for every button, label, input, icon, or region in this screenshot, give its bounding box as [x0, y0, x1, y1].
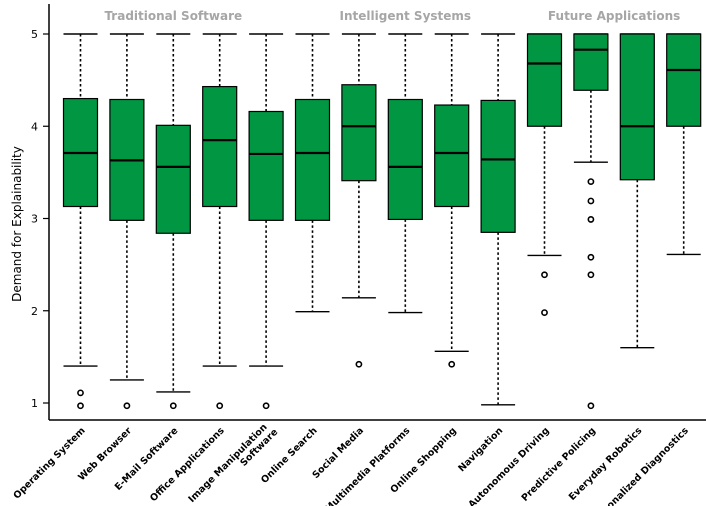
outlier-point — [587, 178, 595, 185]
iqr-box — [526, 33, 563, 127]
group-label: Future Applications — [548, 9, 680, 23]
outlier-point — [123, 402, 131, 410]
outlier-point — [262, 402, 270, 410]
outlier-point — [541, 309, 548, 316]
y-tick-label: 3 — [31, 213, 38, 226]
iqr-box — [341, 84, 377, 182]
outlier-point — [587, 216, 595, 223]
outlier-point — [77, 389, 84, 397]
iqr-box — [294, 98, 331, 221]
iqr-box — [155, 124, 191, 234]
y-tick-label: 4 — [31, 120, 38, 133]
iqr-box — [666, 33, 702, 127]
iqr-box — [202, 85, 238, 208]
x-category-label: Operating System — [11, 425, 87, 501]
outlier-point — [587, 402, 595, 410]
outlier-point — [448, 360, 456, 368]
outlier-point — [587, 271, 595, 279]
y-tick-label: 1 — [31, 397, 38, 410]
outlier-point — [587, 197, 595, 205]
y-tick-label: 2 — [31, 305, 38, 318]
outlier-point — [169, 402, 177, 410]
iqr-box — [573, 33, 609, 91]
iqr-box — [248, 110, 284, 221]
x-category-label: Navigation — [456, 425, 505, 474]
outlier-point — [587, 253, 595, 261]
x-category-label: Autonomous Driving — [466, 425, 551, 506]
y-tick-label: 5 — [31, 28, 38, 41]
x-category-label: Image ManipulationSoftware — [187, 419, 281, 506]
iqr-box — [619, 33, 655, 181]
iqr-box — [387, 98, 423, 221]
outlier-point — [541, 271, 548, 279]
iqr-box — [434, 104, 470, 208]
group-label: Intelligent Systems — [340, 9, 472, 23]
group-label: Traditional Software — [104, 9, 242, 23]
outlier-point — [216, 402, 224, 410]
x-category-label: Multimedia Platforms — [323, 425, 413, 506]
y-axis-label: Demand for Explainability — [10, 146, 24, 302]
outlier-point — [77, 402, 84, 410]
iqr-box — [480, 99, 516, 233]
outlier-point — [355, 360, 363, 368]
